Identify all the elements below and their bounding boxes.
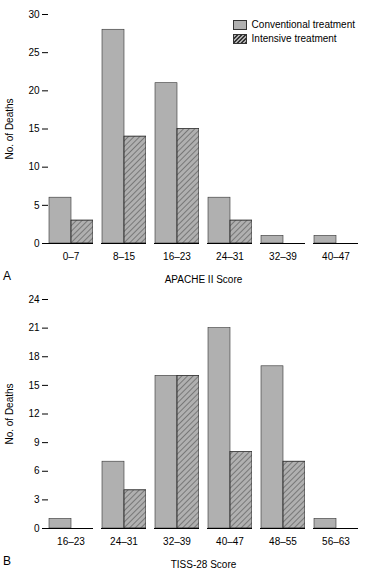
- svg-text:56–63: 56–63: [322, 536, 350, 547]
- svg-text:12: 12: [28, 408, 40, 419]
- svg-text:15: 15: [28, 380, 40, 391]
- svg-text:10: 10: [28, 161, 40, 172]
- svg-text:24–31: 24–31: [110, 536, 138, 547]
- svg-text:APACHE II Score: APACHE II Score: [165, 274, 243, 285]
- svg-text:0: 0: [34, 238, 40, 249]
- svg-text:25: 25: [28, 47, 40, 58]
- svg-text:20: 20: [28, 85, 40, 96]
- svg-text:24: 24: [28, 294, 40, 305]
- svg-text:16–23: 16–23: [163, 251, 191, 262]
- svg-text:0–7: 0–7: [63, 251, 80, 262]
- html-text:A: A: [3, 269, 11, 283]
- svg-text:6: 6: [34, 465, 40, 476]
- svg-text:24–31: 24–31: [216, 251, 244, 262]
- html-text:Conventional treatment: Conventional treatment: [251, 19, 355, 30]
- svg-text:30: 30: [28, 9, 40, 20]
- svg-text:21: 21: [28, 322, 40, 333]
- svg-text:No. of Deaths: No. of Deaths: [4, 98, 15, 159]
- svg-text:40–47: 40–47: [322, 251, 350, 262]
- svg-text:8–15: 8–15: [113, 251, 136, 262]
- svg-text:16–23: 16–23: [57, 536, 85, 547]
- svg-text:0: 0: [34, 523, 40, 534]
- svg-text:15: 15: [28, 123, 40, 134]
- svg-text:9: 9: [34, 437, 40, 448]
- svg-text:32–39: 32–39: [163, 536, 191, 547]
- svg-text:18: 18: [28, 351, 40, 362]
- svg-text:TISS-28 Score: TISS-28 Score: [171, 559, 237, 570]
- svg-text:No. of Deaths: No. of Deaths: [4, 383, 15, 444]
- svg-text:3: 3: [34, 494, 40, 505]
- html-text:B: B: [3, 554, 11, 568]
- svg-text:32–39: 32–39: [269, 251, 297, 262]
- html-text:Intensive treatment: Intensive treatment: [251, 33, 337, 44]
- svg-text:48–55: 48–55: [269, 536, 297, 547]
- svg-text:40–47: 40–47: [216, 536, 244, 547]
- svg-text:5: 5: [34, 200, 40, 211]
